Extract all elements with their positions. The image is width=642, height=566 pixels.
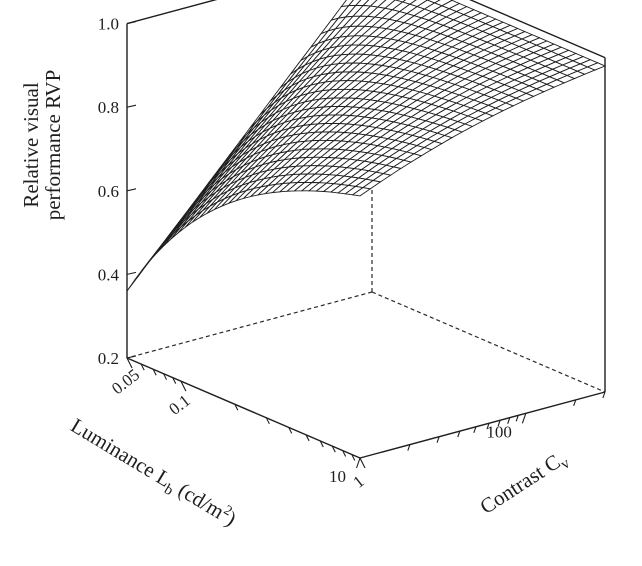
contrast-tick-label: 1 [349, 472, 367, 492]
rvp-axis-title-line: performance RVP [41, 70, 65, 221]
contrast-tick [360, 458, 365, 468]
rvp-tick-label: 0.6 [98, 182, 119, 201]
floor-edge-hidden-luminance [127, 292, 372, 358]
rvp-surface-mesh [127, 0, 605, 291]
contrast-axis-title: Contrast Cv [476, 445, 574, 522]
rvp-tick-label: 1.0 [98, 15, 119, 34]
contrast-tick-label: 0.05 [108, 365, 143, 398]
luminance-axis-title-unit: (cd/m [170, 475, 229, 524]
rvp-tick [127, 189, 136, 191]
rvp-tick [127, 272, 136, 274]
floor-edge-hidden-contrast [372, 292, 605, 392]
contrast-tick-label: 0.1 [165, 391, 193, 419]
rvp-tick-label: 0.4 [98, 265, 120, 284]
rvp-axis-title-line: Relative visual [19, 82, 43, 208]
luminance-tick [357, 458, 361, 468]
luminance-tick-label: 10 [329, 467, 346, 486]
luminance-tick-label: 100 [486, 422, 512, 441]
contrast-axis-title-main: Contrast C [476, 449, 565, 518]
rvp-tick [127, 105, 136, 107]
luminance-axis-line [127, 358, 360, 458]
rvp-tick-label: 0.2 [98, 349, 119, 368]
rvp-axis-title: Relative visualperformance RVP [19, 70, 65, 221]
luminance-axis-title-main: Luminance L [67, 413, 176, 492]
luminance-axis-title: Luminance Lb (cd/m2) [65, 413, 241, 534]
contrast-axis-line [360, 392, 605, 458]
rvp-tick-label: 0.8 [98, 98, 119, 117]
